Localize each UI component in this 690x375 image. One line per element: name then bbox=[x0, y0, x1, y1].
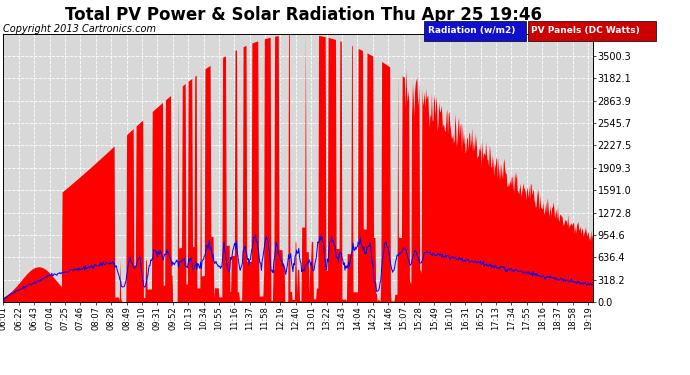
Text: Total PV Power & Solar Radiation Thu Apr 25 19:46: Total PV Power & Solar Radiation Thu Apr… bbox=[65, 6, 542, 24]
Text: Radiation (w/m2): Radiation (w/m2) bbox=[428, 26, 515, 36]
Text: PV Panels (DC Watts): PV Panels (DC Watts) bbox=[531, 26, 640, 36]
Text: Copyright 2013 Cartronics.com: Copyright 2013 Cartronics.com bbox=[3, 24, 157, 34]
